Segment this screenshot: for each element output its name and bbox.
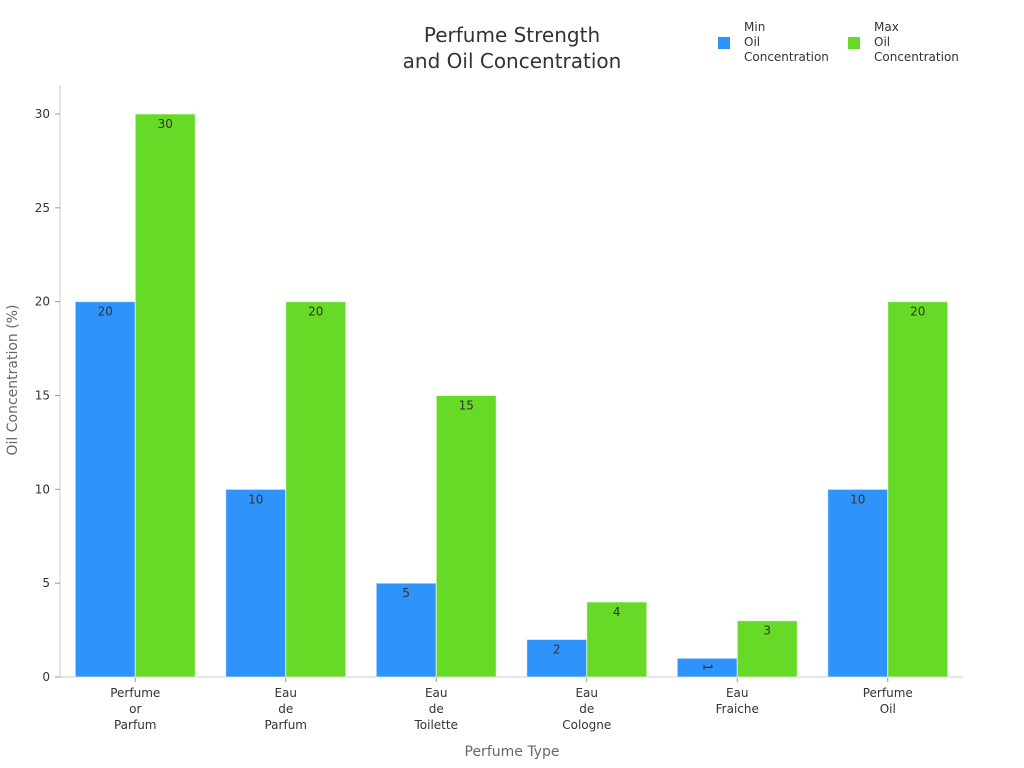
data-label: 1: [700, 663, 714, 671]
x-tick-label: Toilette: [414, 718, 458, 732]
y-axis-title: Oil Concentration (%): [5, 305, 21, 456]
data-label: 5: [402, 586, 410, 600]
legend-swatch: [848, 37, 860, 49]
legend-label: Min: [744, 20, 765, 34]
bar: [736, 620, 798, 678]
y-tick-label: 10: [35, 482, 50, 496]
data-label: 30: [158, 117, 173, 131]
x-tick-label: Parfum: [114, 718, 157, 732]
chart-title: Perfume Strength: [424, 23, 600, 47]
y-tick-label: 5: [42, 576, 50, 590]
y-tick-label: 0: [42, 670, 50, 684]
y-tick-label: 25: [35, 201, 50, 215]
y-tick-label: 30: [35, 107, 50, 121]
bar: [586, 601, 648, 678]
x-tick-label: Cologne: [562, 718, 611, 732]
legend-label: Concentration: [874, 50, 959, 64]
x-tick-label: Eau: [425, 686, 448, 700]
x-tick-label: Eau: [726, 686, 749, 700]
x-tick-label: Parfum: [264, 718, 307, 732]
bar: [375, 582, 437, 678]
data-label: 4: [613, 605, 621, 619]
legend-label: Oil: [744, 35, 760, 49]
bar: [134, 113, 196, 678]
x-tick-label: Perfume: [110, 686, 160, 700]
x-tick-label: Oil: [880, 702, 896, 716]
data-label: 15: [459, 399, 474, 413]
bar: [285, 301, 347, 678]
data-label: 10: [850, 492, 865, 506]
bar: [435, 395, 497, 678]
data-label: 20: [910, 305, 925, 319]
data-label: 20: [308, 305, 323, 319]
x-tick-label: de: [579, 702, 594, 716]
x-tick-label: Perfume: [863, 686, 913, 700]
bar: [225, 488, 287, 678]
y-tick-label: 20: [35, 295, 50, 309]
y-tick-label: 15: [35, 389, 50, 403]
x-tick-label: or: [129, 702, 141, 716]
data-label: 2: [553, 642, 561, 656]
bar: [526, 638, 588, 678]
legend-label: Oil: [874, 35, 890, 49]
bar: [887, 301, 949, 678]
x-tick-label: Fraiche: [716, 702, 759, 716]
legend-label: Concentration: [744, 50, 829, 64]
bar: [74, 301, 136, 678]
data-label: 10: [248, 492, 263, 506]
data-label: 20: [98, 305, 113, 319]
x-tick-label: de: [429, 702, 444, 716]
legend-swatch: [718, 37, 730, 49]
bar: [827, 488, 889, 678]
x-tick-label: Eau: [575, 686, 598, 700]
x-tick-label: de: [278, 702, 293, 716]
legend-label: Max: [874, 20, 899, 34]
x-tick-label: Eau: [274, 686, 297, 700]
data-label: 3: [763, 624, 771, 638]
chart-title: and Oil Concentration: [403, 49, 622, 73]
x-axis-title: Perfume Type: [465, 744, 560, 760]
